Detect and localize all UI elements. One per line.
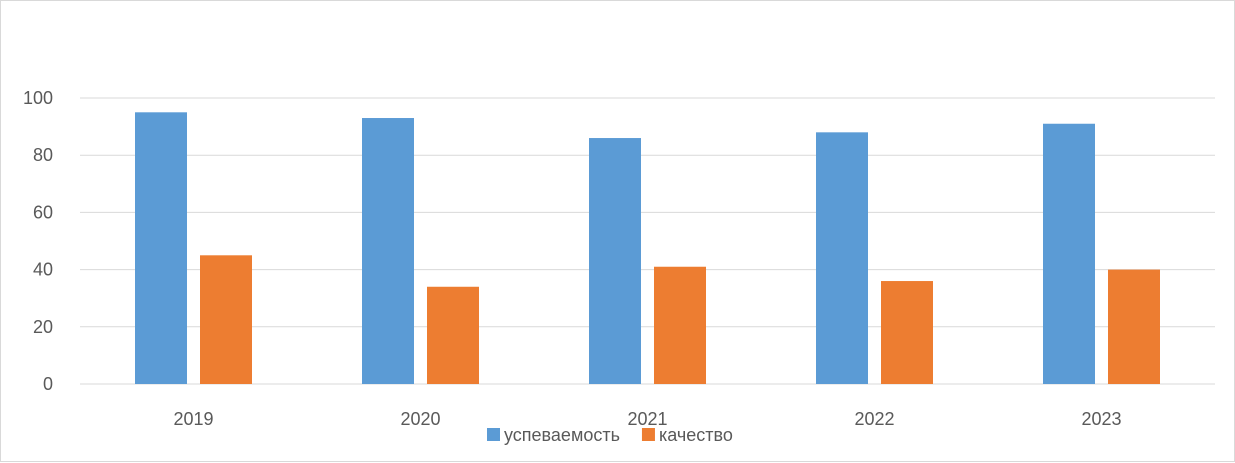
x-tick-label: 2020 [400, 409, 440, 429]
y-tick-label: 20 [33, 317, 53, 337]
x-tick-label: 2023 [1081, 409, 1121, 429]
y-axis-ticks: 0 20 40 60 80 100 [23, 88, 53, 394]
bar-kachestvo-2022 [881, 281, 933, 384]
gridlines [80, 97, 1215, 385]
x-tick-label: 2021 [627, 409, 667, 429]
legend: успеваемость качество [487, 425, 733, 445]
bar-uspevaemost-2022 [816, 132, 868, 384]
bar-kachestvo-2019 [200, 255, 252, 384]
bar-uspevaemost-2019 [135, 112, 187, 385]
bar-kachestvo-2020 [427, 286, 479, 384]
x-tick-label: 2019 [173, 409, 213, 429]
bar-kachestvo-2021 [654, 266, 706, 384]
bars [135, 112, 1160, 385]
y-tick-label: 0 [43, 374, 53, 394]
y-tick-label: 100 [23, 88, 53, 108]
y-tick-label: 80 [33, 145, 53, 165]
bar-uspevaemost-2023 [1043, 123, 1095, 385]
bar-uspevaemost-2020 [362, 118, 414, 385]
y-tick-label: 40 [33, 260, 53, 280]
legend-swatch [641, 428, 655, 441]
legend-swatch [487, 428, 500, 441]
x-tick-label: 2022 [854, 409, 894, 429]
x-axis-ticks: 2019 2020 2021 2022 2023 [173, 409, 1121, 429]
bar-uspevaemost-2021 [589, 138, 641, 384]
legend-label: успеваемость [504, 425, 620, 445]
y-tick-label: 60 [33, 202, 53, 222]
legend-label: качество [659, 425, 733, 445]
bar-kachestvo-2023 [1108, 269, 1160, 384]
